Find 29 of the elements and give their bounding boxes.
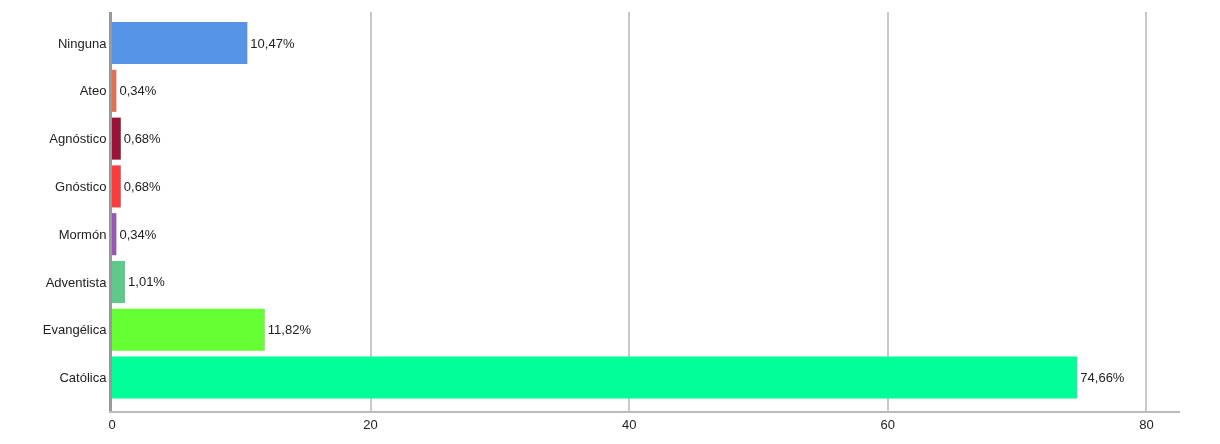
y-tick-label: Mormón bbox=[58, 226, 107, 242]
y-tick-label: Católica bbox=[59, 370, 108, 386]
bar bbox=[112, 117, 121, 160]
y-tick-label: Ateo bbox=[79, 83, 107, 99]
bar bbox=[112, 22, 248, 65]
bar bbox=[112, 260, 126, 304]
data-label: 1,01% bbox=[128, 274, 166, 290]
bar bbox=[112, 356, 1078, 399]
data-label: 74,66% bbox=[1080, 370, 1125, 386]
x-tick-label: 80 bbox=[1139, 416, 1154, 432]
y-tick-label: Evangélica bbox=[42, 322, 108, 338]
data-label: 0,68% bbox=[123, 131, 162, 147]
x-tick-label: 20 bbox=[363, 416, 378, 432]
data-label: 0,34% bbox=[119, 226, 157, 242]
data-label: 0,68% bbox=[123, 178, 162, 194]
x-tick-label: 60 bbox=[880, 416, 896, 432]
bar bbox=[112, 165, 121, 208]
data-label: 11,82% bbox=[267, 322, 312, 338]
y-tick-label: Ninguna bbox=[57, 35, 108, 51]
bar bbox=[112, 308, 265, 351]
y-tick-label: Agnóstico bbox=[49, 131, 107, 147]
bar bbox=[112, 213, 117, 256]
x-tick-label: 40 bbox=[621, 416, 637, 432]
x-tick-label: 0 bbox=[108, 416, 116, 432]
data-label: 0,34% bbox=[119, 83, 157, 99]
y-tick-label: Gnóstico bbox=[55, 178, 107, 194]
bar bbox=[112, 69, 117, 112]
y-tick-label: Adventista bbox=[45, 274, 108, 290]
data-label: 10,47% bbox=[250, 35, 295, 51]
